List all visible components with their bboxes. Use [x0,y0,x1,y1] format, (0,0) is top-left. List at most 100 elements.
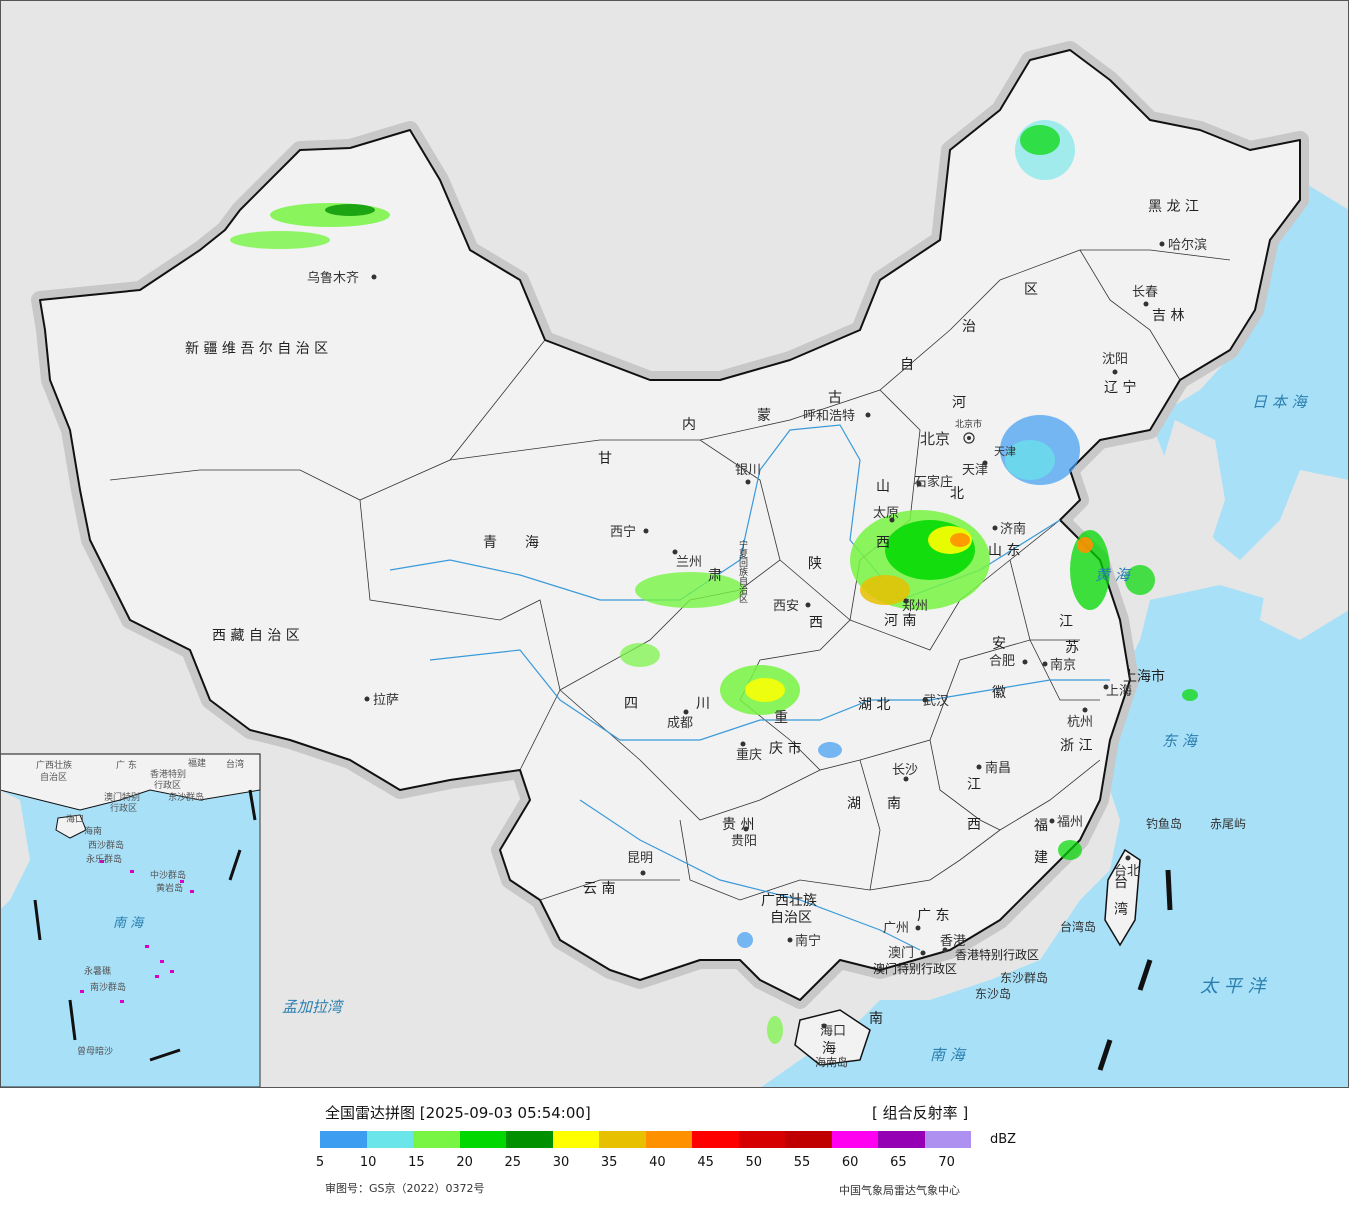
province-label: 河 南 [884,613,916,629]
province-label: 陕 [808,556,822,572]
province-label: 西 [967,817,981,833]
province-label: 澳门特别行政区 [873,961,957,976]
color-swatch [692,1131,739,1148]
province-label: 吉 林 [1152,308,1184,324]
island-label: 东沙群岛 [1000,970,1048,985]
island-label: 东沙岛 [975,986,1011,1001]
inset-label: 南 海 [113,916,145,931]
inset-label: 自治区 [40,771,67,783]
color-swatch [320,1131,367,1148]
scale-tick-label: 25 [504,1155,522,1170]
hainan-island [794,1009,871,1066]
province-label: 黑 龙 江 [1148,199,1199,215]
province-label: 徽 [992,685,1006,701]
city-label: 天津 [962,463,988,478]
province-label: 自治区 [770,910,812,926]
inset-label: 福建 [188,757,206,769]
city-label: 海口 [820,1024,846,1039]
province-label: 蒙 [757,408,771,424]
legend-panel: 全国雷达拼图 [2025-09-03 05:54:00] [ 组合反射率 ] d… [0,1088,1349,1208]
inset-label: 海南 [84,825,102,837]
province-label: 广西壮族 [761,893,817,909]
inset-label: 曾母暗沙 [77,1045,113,1057]
color-swatch [459,1131,506,1148]
island-label: 海南岛 [815,1055,848,1069]
province-label: 南 [887,796,901,812]
province-label: 江 [967,777,981,793]
scale-tick-label: 20 [456,1155,473,1170]
inset-label: 广西壮族 [36,759,72,771]
province-label: 云 南 [583,881,615,897]
inset-label: 黄岩岛 [156,882,183,894]
inset-label: 行政区 [110,802,137,814]
province-label: 河 [952,395,966,411]
scale-tick-label: 60 [841,1155,859,1170]
city-label: 太原 [873,506,899,521]
city-label: 台北 [1114,864,1140,879]
scale-tick-label: 65 [890,1155,907,1170]
island-labels: 钓鱼岛 赤尾屿 台湾岛 东沙群岛 东沙岛 海南岛 [815,816,1246,1069]
city-label: 福州 [1057,815,1083,830]
city-label: 上海 [1106,684,1132,699]
province-label: 甘 [598,451,612,467]
color-swatch [878,1131,925,1148]
inset-label: 台湾 [226,758,244,770]
city-label: 北京 [920,430,950,448]
city-label: 杭州 [1067,715,1093,730]
province-label: 自 [900,357,914,373]
province-label: 辽 宁 [1104,379,1136,396]
inset-labels: 广西壮族 自治区 广 东 福建 台湾 香港特别 行政区 澳门特别 行政区 东沙群… [36,757,244,1057]
province-boundaries [109,249,1231,901]
credit-text: 中国气象局雷达气象中心 [839,1184,960,1197]
province-label: 肃 [708,568,722,584]
province-label: 江 [1059,614,1073,630]
city-label: 贵阳 [731,834,757,849]
province-label: 西 藏 自 治 区 [212,628,300,644]
japan-islands [1260,500,1349,640]
province-label: 南 [869,1011,883,1027]
province-label: 区 [1024,282,1038,298]
city-label: 合肥 [989,654,1015,669]
province-label: 安 [992,636,1006,652]
inset-label: 行政区 [154,779,181,791]
inset-label: 澳门特别 [104,791,140,803]
city-markers: 乌鲁木齐 哈尔滨 长春 沈阳 呼和浩特 北京 天津 石家庄 太原 济南 银川 西… [307,237,1207,1039]
south-china-sea-inset [0,753,261,1088]
scale-tick-label: 5 [315,1155,325,1170]
color-swatch [831,1131,878,1148]
province-label: 湾 [1114,901,1128,918]
province-label: 浙 江 [1060,738,1092,754]
province-label: 福 [1034,818,1048,834]
city-label: 成都 [667,716,693,731]
province-label: 北 [950,486,964,502]
scale-tick-label: 45 [697,1155,714,1170]
city-label: 香港 [940,934,966,949]
city-label: 石家庄 [914,474,953,490]
city-label: 哈尔滨 [1168,237,1207,253]
color-swatch [599,1131,646,1148]
city-label: 沈阳 [1102,352,1128,367]
city-label: 南昌 [985,760,1011,776]
province-label: 内 [682,417,696,433]
province-label: 天津 [994,445,1016,458]
island-label: 钓鱼岛 [1146,816,1182,831]
province-label: 宁夏回族自治区 [737,539,748,603]
scale-tick-label: 10 [359,1155,377,1170]
inset-label: 香港特别 [150,768,186,780]
island-label: 台湾岛 [1060,919,1096,934]
province-label: 贵 州 [722,817,754,833]
color-swatch [506,1131,553,1148]
province-labels: 新 疆 维 吾 尔 自 治 区 西 藏 自 治 区 青 海 黑 龙 江 吉 林 … [185,199,1199,1057]
color-scale-bar [320,1131,971,1148]
legend-title: 全国雷达拼图 [2025-09-03 05:54:00] [325,1104,591,1122]
radar-map: 新 疆 维 吾 尔 自 治 区 西 藏 自 治 区 青 海 黑 龙 江 吉 林 … [0,0,1349,1088]
province-label: 湖 [847,796,861,812]
province-label: 古 [828,390,842,406]
inset-label: 中沙群岛 [150,869,186,881]
taiwan-island [1104,848,1141,947]
inset-label: 南沙群岛 [90,981,126,993]
province-label: 重 [774,710,788,726]
province-label: 上海市 [1123,668,1165,685]
city-label: 重庆 [736,747,762,763]
